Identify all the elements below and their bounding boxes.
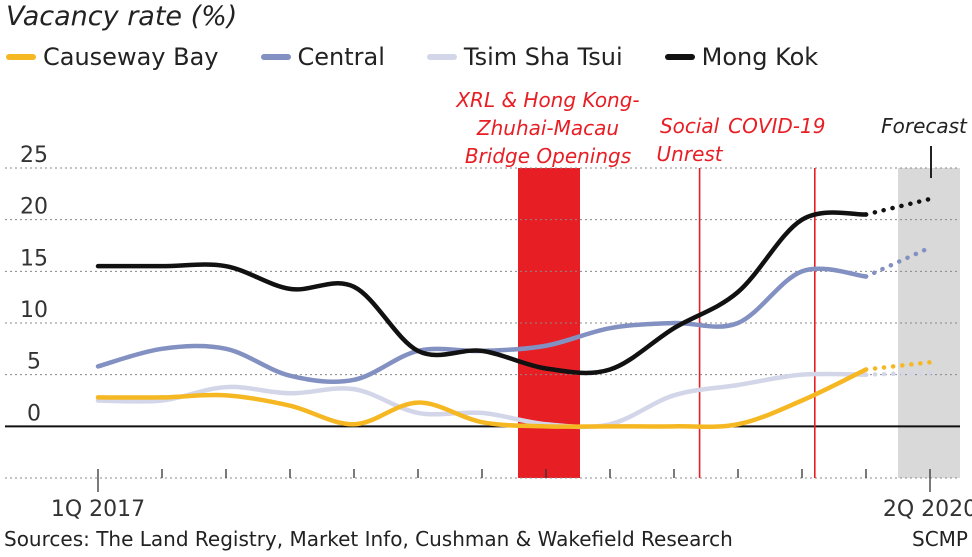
annotation-xrl-hong-kong-zhuhai-macau-bridge-openings: XRL & Hong Kong-Zhuhai-Macau Bridge Openi… xyxy=(455,88,639,168)
legend-label: Tsim Sha Tsui xyxy=(463,43,623,71)
forecast-line-central xyxy=(863,245,933,279)
credit: SCMP xyxy=(912,527,968,551)
legend-item-central: Central xyxy=(260,43,385,71)
y-tick-label: 0 xyxy=(27,401,41,426)
legend-item-causeway-bay: Causeway Bay xyxy=(6,43,219,71)
annotation-covid-19: COVID-19 xyxy=(728,114,825,138)
series-line-central xyxy=(95,266,869,384)
legend-swatch xyxy=(6,54,36,60)
chart-title: Vacancy rate (%) xyxy=(6,1,238,32)
y-tick-label: 15 xyxy=(20,246,48,271)
legend: Causeway Bay Central Tsim Sha Tsui Mong … xyxy=(6,42,860,72)
annotation-social-unrest: Social Unrest xyxy=(657,114,724,166)
annotation-forecast: Forecast xyxy=(881,114,968,138)
forecast-line-mong-kok xyxy=(863,196,933,217)
legend-label: Central xyxy=(297,43,385,71)
source-note: Sources: The Land Registry, Market Info,… xyxy=(4,527,733,551)
series-line-tsim-sha-tsui xyxy=(95,371,869,430)
legend-label: Causeway Bay xyxy=(43,43,219,71)
y-tick-label: 20 xyxy=(20,195,48,220)
legend-item-tsim-sha-tsui: Tsim Sha Tsui xyxy=(426,43,623,71)
legend-label: Mong Kok xyxy=(701,43,819,71)
y-tick-label: 25 xyxy=(20,143,48,168)
legend-swatch xyxy=(664,54,695,60)
series-line-mong-kok xyxy=(95,210,869,376)
legend-item-mong-kok: Mong Kok xyxy=(664,43,819,71)
legend-swatch xyxy=(426,54,457,60)
x-tick-label: 1Q 2017 xyxy=(51,497,145,522)
series-line-causeway-bay xyxy=(95,367,869,430)
y-tick-label: 10 xyxy=(20,298,48,323)
x-tick-label: 2Q 2020 xyxy=(883,497,972,522)
legend-swatch xyxy=(260,54,291,60)
y-tick-label: 5 xyxy=(27,350,41,375)
